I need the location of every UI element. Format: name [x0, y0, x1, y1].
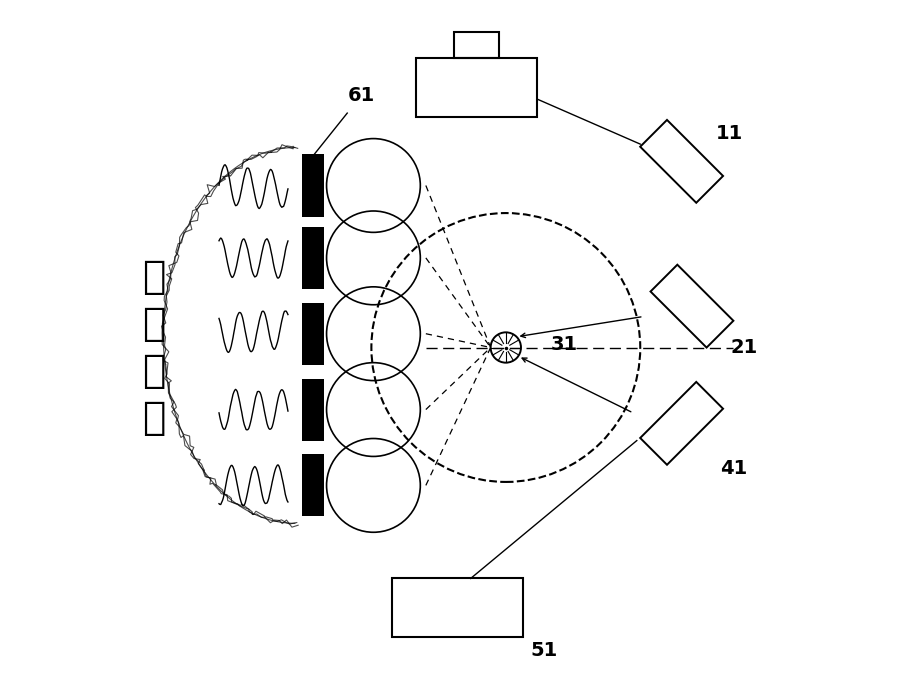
Text: 31: 31 — [550, 334, 578, 354]
Bar — [301, 303, 324, 365]
Bar — [455, 32, 499, 58]
Text: 61: 61 — [348, 86, 374, 106]
Bar — [416, 58, 537, 117]
Text: 41: 41 — [720, 459, 747, 477]
Bar — [301, 379, 324, 441]
Text: 51: 51 — [530, 641, 557, 660]
Text: 21: 21 — [730, 338, 757, 357]
Bar — [301, 227, 324, 289]
Text: 相
控
信
号: 相 控 信 号 — [143, 258, 166, 437]
Bar — [392, 578, 523, 637]
Bar — [301, 154, 324, 217]
Bar — [301, 455, 324, 516]
Text: 11: 11 — [716, 124, 743, 143]
